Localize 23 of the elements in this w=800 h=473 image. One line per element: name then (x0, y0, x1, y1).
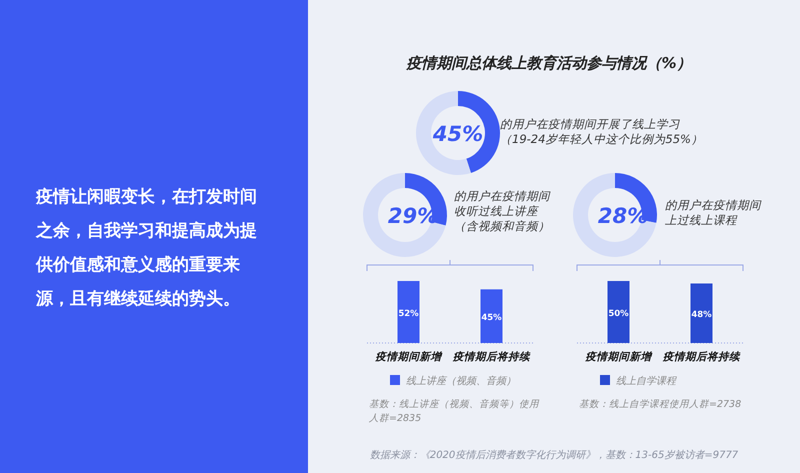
source-note: 数据来源：《2020疫情后消费者数字化行为调研》，基数：13-65岁被访者=9777 (368, 448, 740, 462)
legend-label: 线上讲座（视频、音频） (406, 375, 516, 387)
data-label: 50% (608, 309, 630, 319)
text: 的用户在疫情期间开展了线上学习 (500, 117, 680, 131)
text: 的用户在疫情期间 (665, 198, 762, 212)
text: 疫情让闲暇变长，在打发时间之余，自我学习和提高成为提供价值感和意义感的重要来源，且有继续延续的势头。 (36, 186, 258, 311)
data-label: 48% (691, 310, 712, 320)
text: 上过线上课程 (665, 213, 738, 227)
x-tick-label: 疫情期后将持续 (662, 350, 741, 363)
text: （19-24岁年轻人中这个比例为55%） (500, 132, 703, 146)
data-label: 45% (432, 122, 484, 146)
x-tick-label: 疫情期后将持续 (452, 350, 531, 363)
text: 基数：线上自学课程使用人群=2738 (579, 398, 742, 412)
x-tick-label: 疫情期间新增 (374, 350, 442, 363)
text: 的用户在疫情期间 (454, 189, 551, 203)
x-tick-label: 疫情期间新增 (584, 350, 652, 363)
text: 基数：线上讲座（视频、音频等）使用人群=2835 (369, 398, 540, 426)
legend-label: 线上自学课程 (616, 375, 677, 387)
data-label: 52% (398, 309, 420, 319)
data-label: 45% (481, 313, 502, 324)
text: 收听过线上讲座 (454, 204, 539, 218)
text: （含视频和音频） (454, 219, 550, 233)
text: 疫情期间总体线上教育活动参与情况（%） (405, 54, 692, 72)
